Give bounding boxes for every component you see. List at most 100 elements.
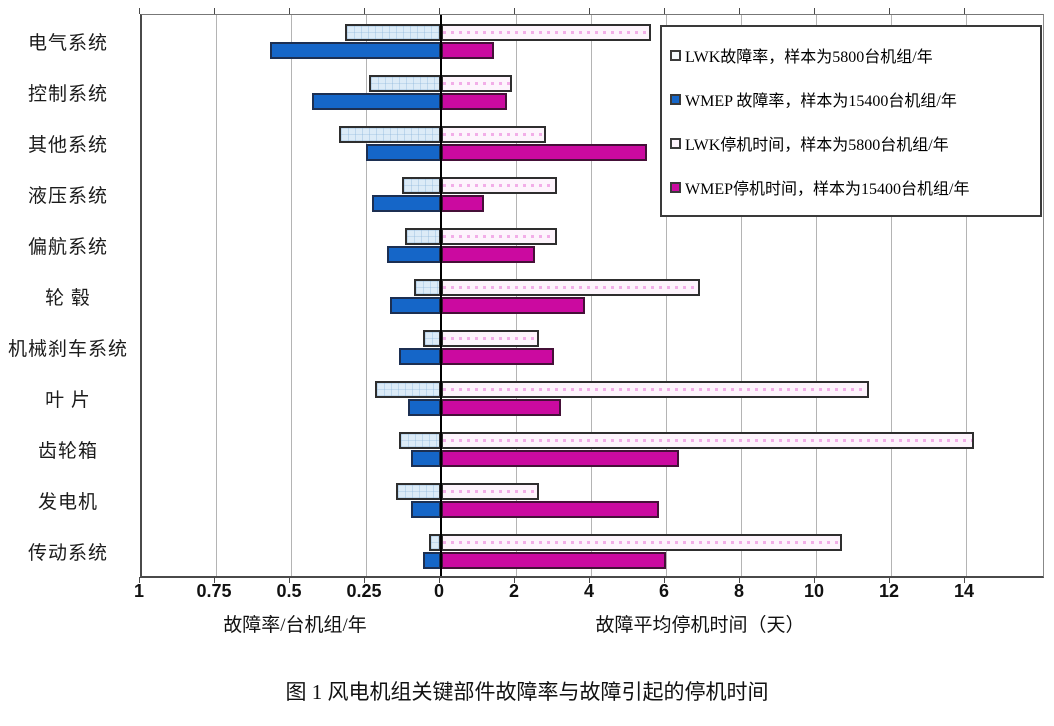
axis-tick-label: 14 xyxy=(953,581,975,601)
category-label: 轮 毂 xyxy=(45,287,91,309)
category-label: 发电机 xyxy=(37,491,98,513)
bar-lwk-downtime xyxy=(441,126,546,143)
bar-lwk-failure-rate xyxy=(399,432,441,449)
gridline xyxy=(366,15,367,576)
category-label: 液压系统 xyxy=(27,185,108,207)
legend-item: WMEP 故障率，样本为15400台机组/年 xyxy=(670,87,1032,111)
bar-wmep-downtime xyxy=(441,195,484,212)
axis-tick-mark xyxy=(964,577,965,583)
axis-tick-label: 6 xyxy=(658,581,669,601)
category-label: 电气系统 xyxy=(27,32,108,54)
gridline xyxy=(891,15,892,576)
bar-lwk-downtime xyxy=(441,279,700,296)
bar-wmep-downtime xyxy=(441,93,507,110)
axis-tick-label: 0.5 xyxy=(276,581,302,601)
legend-label: WMEP 故障率，样本为15400台机组/年 xyxy=(685,93,957,110)
axis-tick-label: 0.25 xyxy=(346,581,382,601)
axis-tick-mark xyxy=(289,577,290,583)
legend-swatch-icon xyxy=(670,49,681,61)
axis-tick-mark xyxy=(139,8,140,14)
bar-wmep-failure-rate xyxy=(270,42,441,59)
bar-wmep-downtime xyxy=(441,246,535,263)
category-label: 偏航系统 xyxy=(27,236,108,258)
right-axis-title: 故障平均停机时间（天） xyxy=(595,615,805,636)
category-label: 齿轮箱 xyxy=(37,440,98,462)
bar-lwk-failure-rate xyxy=(423,330,441,347)
bar-wmep-failure-rate xyxy=(372,195,441,212)
axis-tick-mark xyxy=(589,8,590,14)
axis-tick-mark xyxy=(739,577,740,583)
axis-tick-label: 12 xyxy=(878,581,900,601)
axis-tick-mark xyxy=(214,577,215,583)
axis-tick-label: 0.75 xyxy=(196,581,232,601)
axis-tick-mark xyxy=(739,8,740,14)
bar-lwk-failure-rate xyxy=(375,381,441,398)
legend: LWK故障率，样本为5800台机组/年 WMEP 故障率，样本为15400台机组/… xyxy=(660,25,1042,217)
legend-swatch-icon xyxy=(670,93,681,105)
axis-tick-mark xyxy=(589,577,590,583)
axis-tick-label: 0 xyxy=(433,581,444,601)
bar-lwk-downtime xyxy=(441,177,557,194)
bar-wmep-downtime xyxy=(441,552,666,569)
bar-lwk-failure-rate xyxy=(339,126,441,143)
bar-wmep-failure-rate xyxy=(399,348,441,365)
axis-tick-mark xyxy=(439,8,440,14)
axis-tick-mark xyxy=(814,577,815,583)
bar-lwk-failure-rate xyxy=(345,24,441,41)
gridline xyxy=(966,15,967,576)
category-label: 机械刹车系统 xyxy=(7,338,128,360)
legend-item: WMEP停机时间，样本为15400台机组/年 xyxy=(670,175,1032,199)
figure-caption: 图 1 风电机组关键部件故障率与故障引起的停机时间 xyxy=(285,680,769,704)
bar-lwk-downtime xyxy=(441,24,651,41)
axis-tick-label: 10 xyxy=(803,581,825,601)
bar-wmep-failure-rate xyxy=(423,552,441,569)
bar-wmep-failure-rate xyxy=(411,450,441,467)
bar-wmep-downtime xyxy=(441,450,679,467)
bar-wmep-failure-rate xyxy=(408,399,441,416)
gridline xyxy=(816,15,817,576)
category-label: 传动系统 xyxy=(27,542,108,564)
axis-tick-mark xyxy=(364,577,365,583)
bar-wmep-failure-rate xyxy=(411,501,441,518)
axis-tick-label: 2 xyxy=(508,581,519,601)
bar-lwk-failure-rate xyxy=(405,228,441,245)
bar-lwk-failure-rate xyxy=(414,279,441,296)
bar-wmep-downtime xyxy=(441,297,585,314)
legend-item: LWK停机时间，样本为5800台机组/年 xyxy=(670,131,1032,155)
legend-swatch-icon xyxy=(670,181,681,193)
axis-tick-label: 4 xyxy=(583,581,594,601)
axis-tick-mark xyxy=(514,8,515,14)
axis-tick-mark xyxy=(439,577,440,583)
gridline xyxy=(291,15,292,576)
gridline xyxy=(741,15,742,576)
bar-wmep-downtime xyxy=(441,399,561,416)
category-label: 叶 片 xyxy=(45,389,91,411)
bar-lwk-downtime xyxy=(441,228,557,245)
axis-tick-label: 8 xyxy=(733,581,744,601)
axis-tick-mark xyxy=(214,8,215,14)
bar-wmep-failure-rate xyxy=(390,297,441,314)
left-axis-title: 故障率/台机组/年 xyxy=(223,615,367,636)
axis-tick-mark xyxy=(889,577,890,583)
bar-lwk-downtime xyxy=(441,75,512,92)
bar-lwk-downtime xyxy=(441,381,869,398)
bar-lwk-failure-rate xyxy=(369,75,441,92)
bar-lwk-failure-rate xyxy=(402,177,441,194)
bar-lwk-failure-rate xyxy=(396,483,441,500)
axis-tick-mark xyxy=(289,8,290,14)
axis-tick-mark xyxy=(964,8,965,14)
zero-axis-line xyxy=(440,15,442,576)
axis-tick-mark xyxy=(889,8,890,14)
bar-wmep-failure-rate xyxy=(312,93,441,110)
axis-tick-mark xyxy=(514,577,515,583)
gridline xyxy=(216,15,217,576)
bar-lwk-downtime xyxy=(441,330,539,347)
bar-wmep-downtime xyxy=(441,42,494,59)
bar-wmep-failure-rate xyxy=(366,144,441,161)
bar-lwk-downtime xyxy=(441,483,539,500)
category-label: 其他系统 xyxy=(27,134,108,156)
legend-label: WMEP停机时间，样本为15400台机组/年 xyxy=(685,181,970,198)
axis-tick-mark xyxy=(814,8,815,14)
bar-wmep-failure-rate xyxy=(387,246,441,263)
